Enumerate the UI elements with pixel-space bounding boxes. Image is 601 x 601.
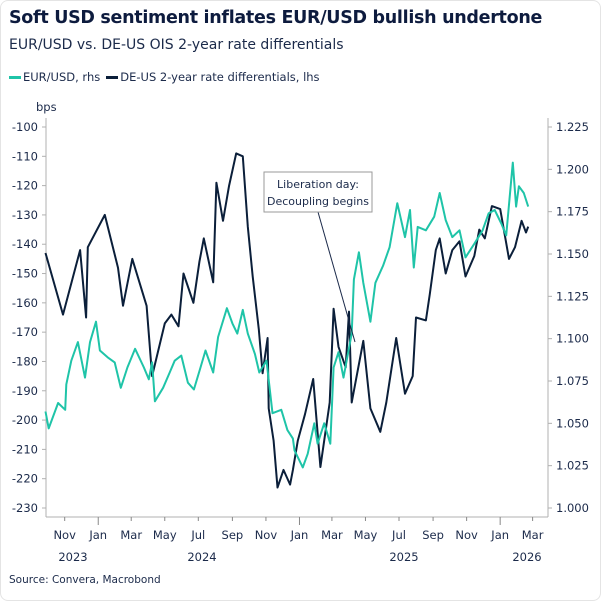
x-axis-tick-label: May — [354, 528, 378, 542]
x-axis-tick-label: Jan — [490, 528, 509, 542]
x-axis-tick-label: Nov — [255, 528, 278, 542]
x-axis-year-label: 2026 — [512, 550, 541, 564]
legend-label-diff: DE-US 2-year rate differentials, lhs — [120, 70, 320, 84]
chart-subtitle: EUR/USD vs. DE-US OIS 2-year rate differ… — [9, 37, 344, 53]
right-axis-tick-label: 1.075 — [556, 374, 589, 388]
series-line-rate-differential — [44, 152, 530, 489]
left-axis-tick-label: -220 — [12, 472, 38, 486]
legend-item-diff: DE-US 2-year rate differentials, lhs — [106, 70, 320, 84]
right-axis-tick-label: 1.100 — [556, 332, 589, 346]
right-axis-tick-label: 1.225 — [556, 120, 589, 134]
legend: EUR/USD, rhs DE-US 2-year rate different… — [9, 70, 326, 84]
x-axis-tick-label: Mar — [522, 528, 544, 542]
left-axis-tick-label: -200 — [12, 413, 38, 427]
x-axis-tick-label: Jan — [88, 528, 107, 542]
x-axis-tick-label: Jul — [391, 528, 406, 542]
left-axis-tick-label: -140 — [12, 237, 38, 251]
right-axis-tick-label: 1.175 — [556, 205, 589, 219]
left-axis-unit: bps — [36, 100, 57, 114]
annotation-line-2: Decoupling begins — [267, 195, 369, 208]
left-axis-tick-label: -100 — [12, 120, 38, 134]
legend-swatch-diff — [106, 75, 119, 79]
x-axis-tick-label: Sep — [222, 528, 244, 542]
series-line-eurusd — [44, 161, 530, 469]
x-axis-tick-label: Sep — [422, 528, 444, 542]
chart-title: Soft USD sentiment inflates EUR/USD bull… — [9, 8, 543, 28]
x-axis-tick-label: Nov — [455, 528, 478, 542]
right-axis-tick-label: 1.000 — [556, 501, 589, 515]
right-axis-tick-label: 1.025 — [556, 459, 589, 473]
legend-label-eurusd: EUR/USD, rhs — [23, 70, 101, 84]
annotation: Liberation day: Decoupling begins — [263, 171, 373, 343]
left-axis-tick-label: -120 — [12, 179, 38, 193]
left-axis-tick-label: -190 — [12, 384, 38, 398]
x-axis-tick-label: May — [153, 528, 177, 542]
left-axis-tick-label: -150 — [12, 267, 38, 281]
left-axis-tick-label: -180 — [12, 354, 38, 368]
left-axis-tick-label: -210 — [12, 442, 38, 456]
right-axis-tick-label: 1.050 — [556, 416, 589, 430]
right-axis-tick-label: 1.125 — [556, 289, 589, 303]
x-axis-tick-label: Nov — [53, 528, 76, 542]
x-axis-year-label: 2023 — [58, 550, 87, 564]
x-axis-year-label: 2025 — [389, 550, 418, 564]
left-axis-tick-label: -160 — [12, 296, 38, 310]
source-note: Source: Convera, Macrobond — [9, 574, 161, 586]
legend-swatch-eurusd — [9, 75, 21, 79]
right-axis-tick-label: 1.150 — [556, 247, 589, 261]
legend-item-eurusd: EUR/USD, rhs — [9, 70, 100, 84]
left-axis-tick-label: -170 — [12, 325, 38, 339]
annotation-line-1: Liberation day: — [277, 178, 359, 191]
left-axis-tick-label: -110 — [12, 149, 38, 163]
annotation-box — [263, 171, 373, 213]
x-axis-tick-label: Jan — [290, 528, 309, 542]
x-axis-tick-label: Jul — [190, 528, 205, 542]
x-axis-year-label: 2024 — [187, 550, 216, 564]
left-axis-tick-label: -230 — [12, 501, 38, 515]
x-axis-tick-label: Mar — [321, 528, 343, 542]
annotation-leader-line — [317, 211, 356, 343]
right-axis-tick-label: 1.200 — [556, 162, 589, 176]
left-axis-tick-label: -130 — [12, 208, 38, 222]
x-axis-tick-label: Mar — [120, 528, 142, 542]
